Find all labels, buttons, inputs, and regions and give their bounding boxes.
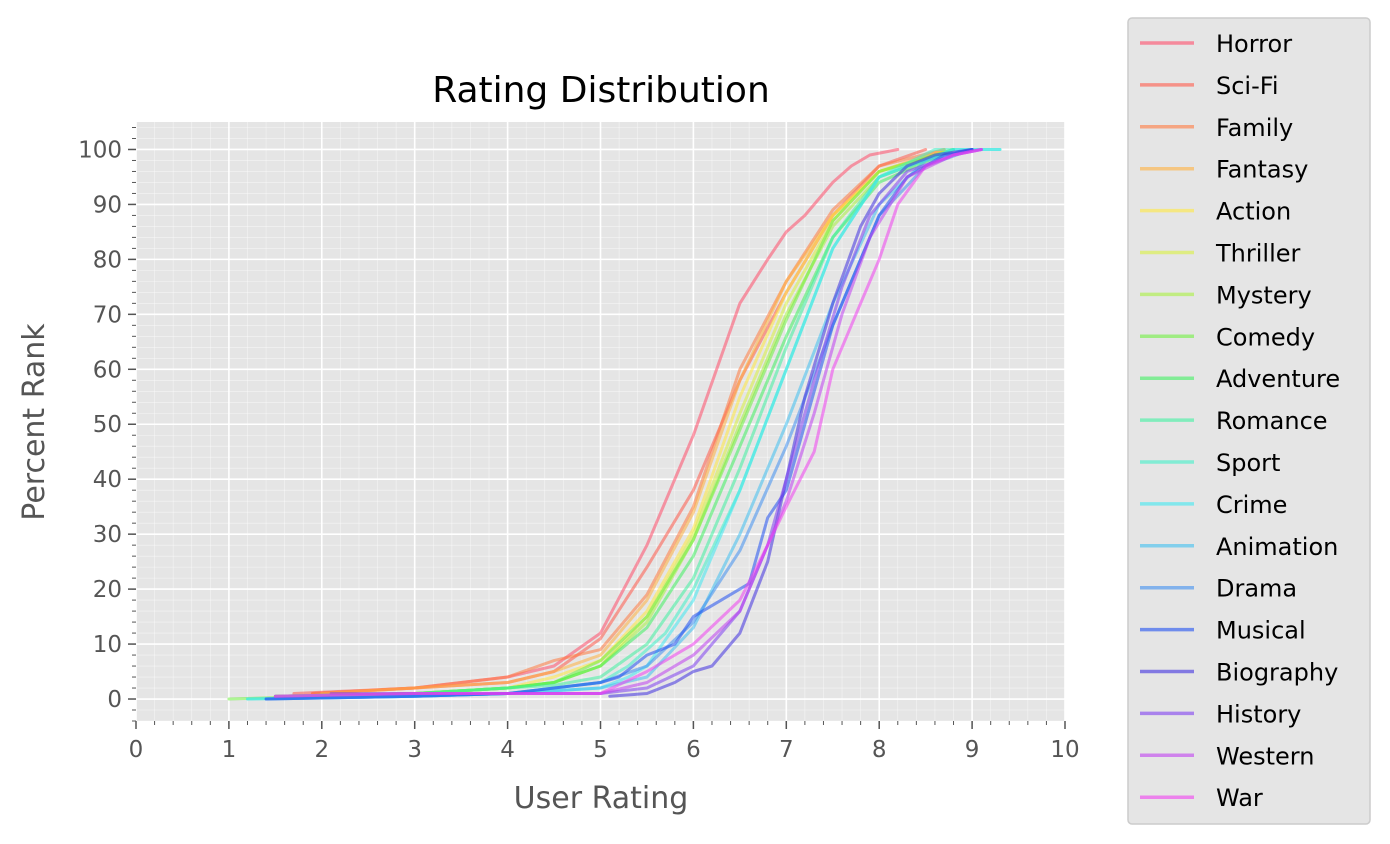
- series-lines: [227, 148, 1002, 701]
- legend-label-war: War: [1216, 784, 1263, 812]
- legend-label-fantasy: Fantasy: [1216, 156, 1308, 184]
- y-tick-label: 100: [78, 137, 122, 163]
- y-tick-label: 40: [93, 467, 122, 493]
- x-tick-label: 0: [129, 737, 144, 763]
- legend-label-drama: Drama: [1216, 575, 1297, 603]
- chart-title: Rating Distribution: [432, 70, 770, 111]
- x-axis-label: User Rating: [514, 781, 689, 816]
- x-tick-label: 3: [407, 737, 422, 763]
- y-tick-label: 70: [93, 302, 122, 328]
- legend-label-mystery: Mystery: [1216, 281, 1312, 309]
- series-line-family: [311, 148, 946, 695]
- x-tick-label: 7: [779, 737, 794, 763]
- legend-label-thriller: Thriller: [1215, 240, 1301, 268]
- legend-label-history: History: [1216, 700, 1301, 728]
- y-tick-label: 90: [93, 192, 122, 218]
- y-tick-label: 50: [93, 412, 122, 438]
- x-tick-label: 1: [222, 737, 237, 763]
- legend-label-family: Family: [1216, 114, 1293, 142]
- y-tick-label: 20: [93, 577, 122, 603]
- y-tick-label: 0: [107, 687, 122, 713]
- legend-box: [1127, 17, 1371, 825]
- legend-label-sci-fi: Sci-Fi: [1216, 72, 1278, 100]
- x-tick-label: 5: [593, 737, 608, 763]
- legend-label-comedy: Comedy: [1216, 323, 1315, 351]
- legend-label-crime: Crime: [1216, 491, 1287, 519]
- x-tick-label: 8: [872, 737, 887, 763]
- legend: Horror Sci-Fi Family Fantasy Action Thriller M…: [1127, 17, 1371, 825]
- legend-label-animation: Animation: [1216, 533, 1338, 561]
- legend-label-western: Western: [1216, 742, 1314, 770]
- series-line-romance: [273, 148, 955, 698]
- y-tick-label: 80: [93, 247, 122, 273]
- x-tick-label: 6: [686, 737, 701, 763]
- y-axis-label: Percent Rank: [17, 323, 52, 521]
- legend-label-romance: Romance: [1216, 407, 1328, 435]
- series-line-horror: [311, 148, 900, 695]
- grid: [135, 122, 1066, 722]
- y-tick-label: 30: [93, 522, 122, 548]
- legend-label-horror: Horror: [1216, 30, 1292, 58]
- legend-label-biography: Biography: [1216, 659, 1338, 687]
- x-tick-label: 4: [500, 737, 515, 763]
- legend-label-sport: Sport: [1216, 449, 1280, 477]
- x-tick-label: 2: [314, 737, 329, 763]
- legend-label-musical: Musical: [1216, 617, 1306, 645]
- x-tick-label: 9: [965, 737, 980, 763]
- x-tick-label: 10: [1050, 737, 1079, 763]
- legend-label-action: Action: [1216, 198, 1291, 226]
- y-tick-label: 10: [93, 632, 122, 658]
- y-tick-label: 60: [93, 357, 122, 383]
- legend-label-adventure: Adventure: [1216, 365, 1340, 393]
- series-line-war: [273, 148, 983, 698]
